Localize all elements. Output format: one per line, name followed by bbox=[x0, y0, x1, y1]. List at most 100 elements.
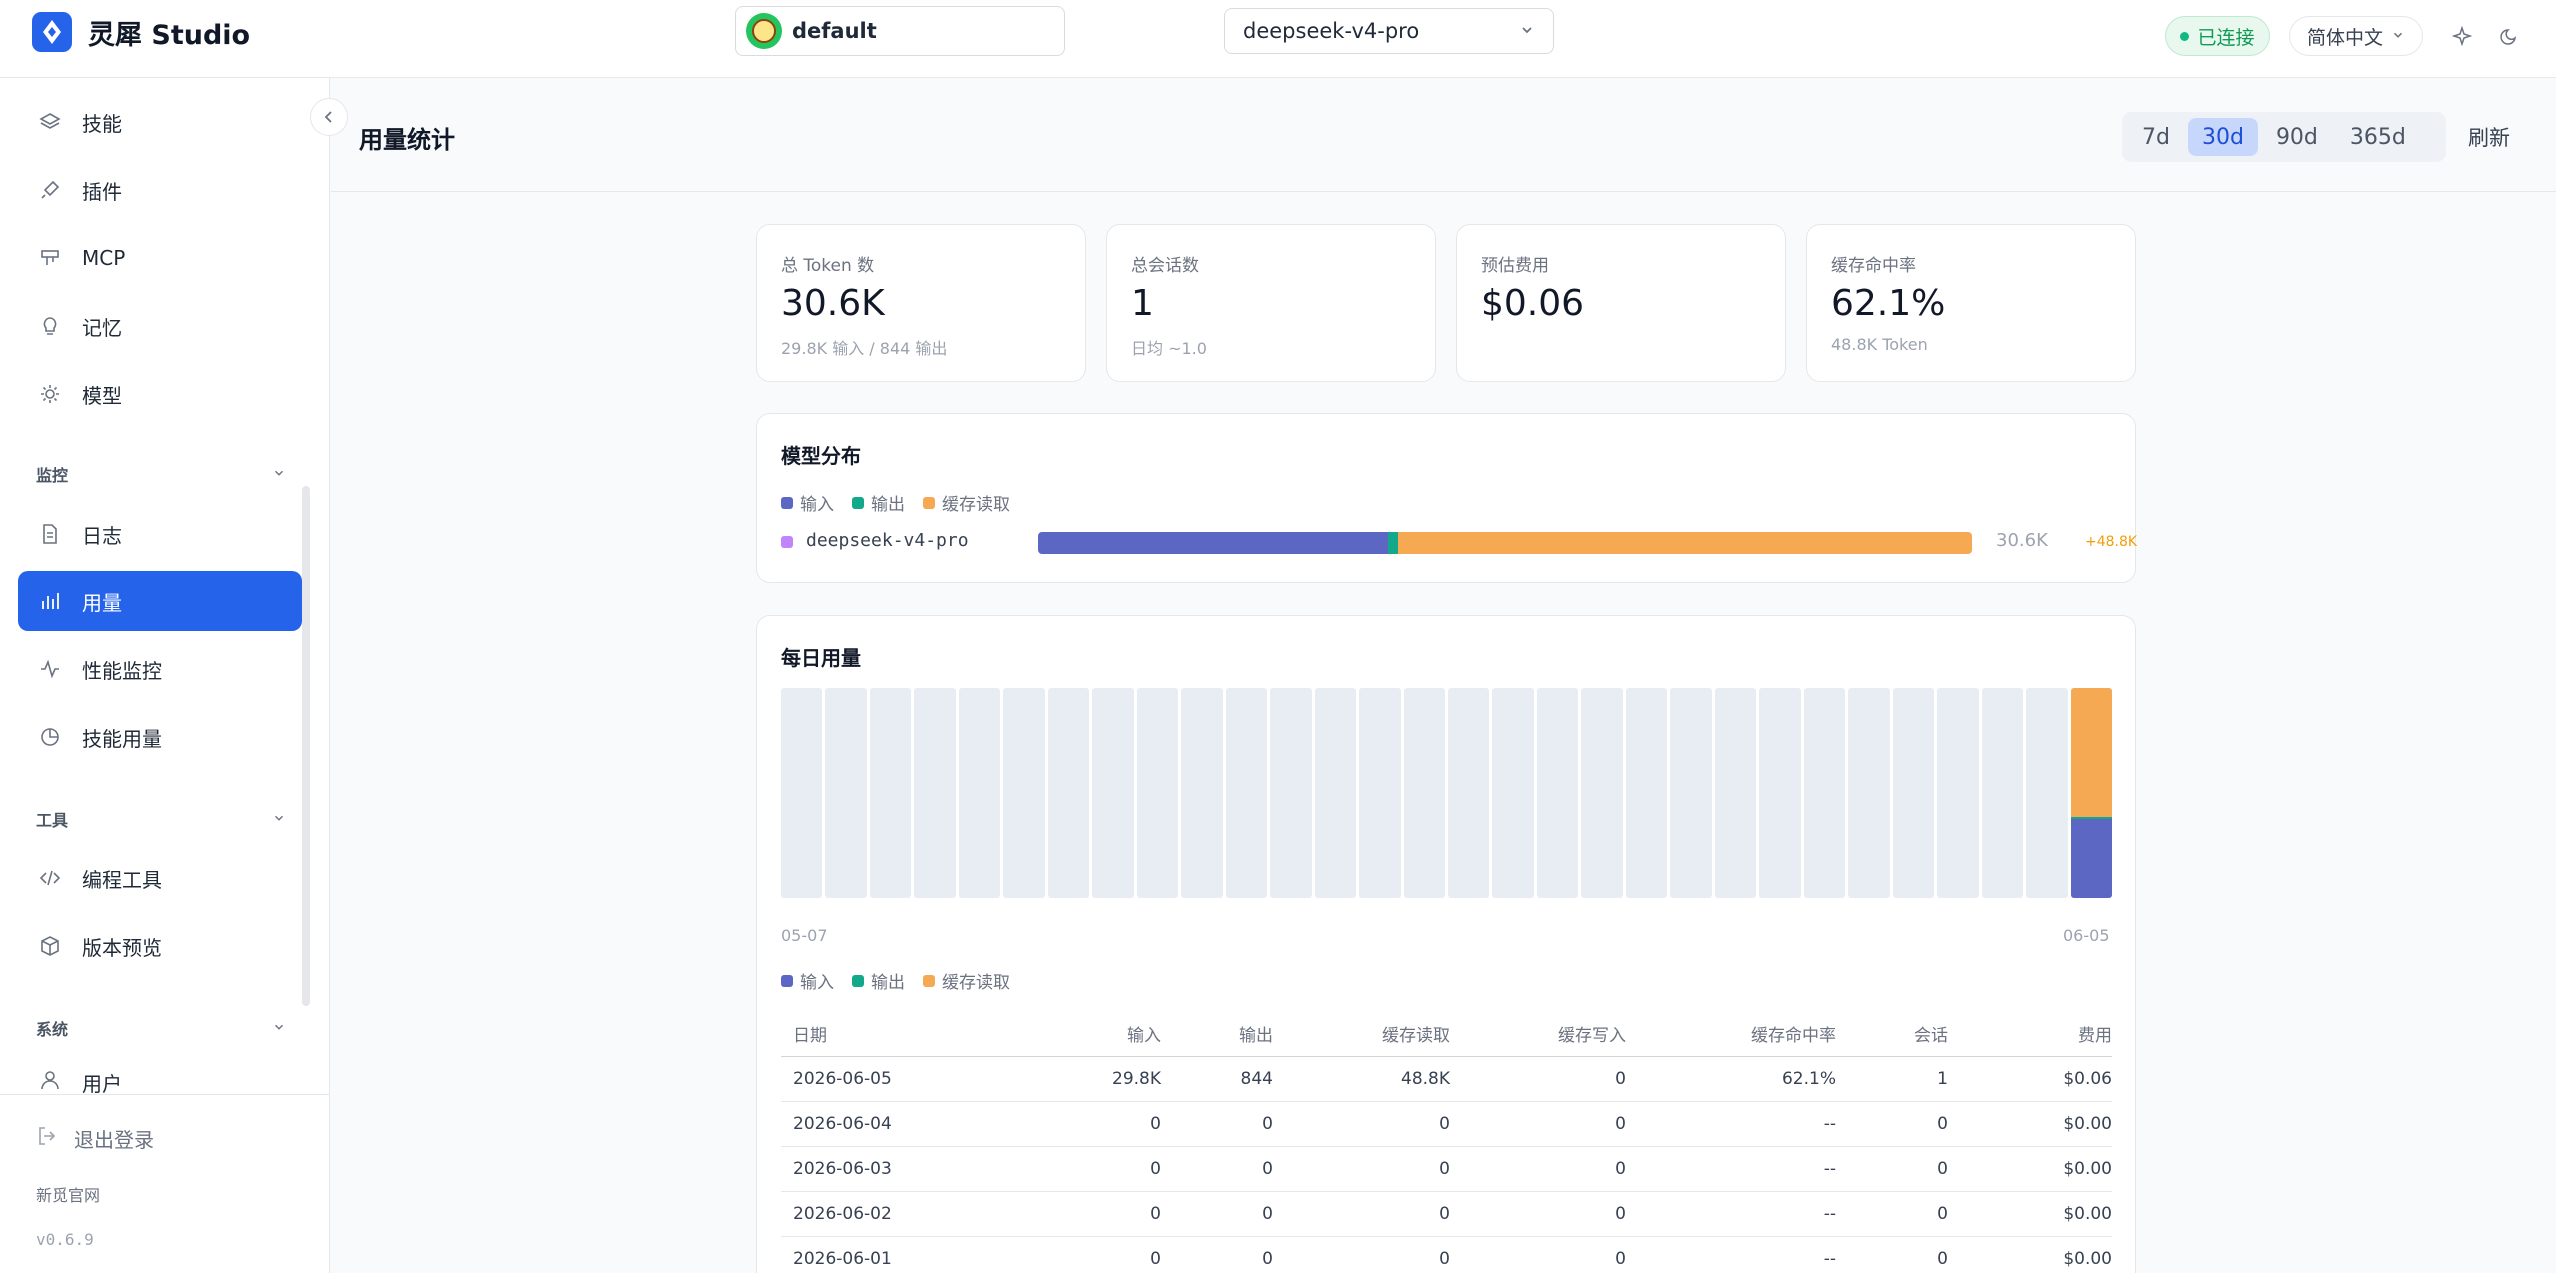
legend-swatch bbox=[781, 974, 793, 987]
table-row: 2026-06-02 0 0 0 0 -- 0 $0.00 bbox=[781, 1191, 2112, 1237]
table-cell: 0 bbox=[1450, 1236, 1626, 1273]
daily-bar-05-17[interactable] bbox=[1225, 688, 1268, 898]
daily-bar-06-04[interactable] bbox=[2026, 688, 2068, 898]
workspace-selector[interactable]: default bbox=[735, 6, 1065, 56]
site-link[interactable]: 新觅官网 bbox=[36, 1186, 101, 1205]
bar-segment-input bbox=[2070, 819, 2112, 898]
daily-bar-05-21[interactable] bbox=[1403, 688, 1445, 898]
bar-chart-icon bbox=[38, 589, 62, 613]
sidebar-item-label: 技能用量 bbox=[82, 726, 162, 751]
section-tools[interactable]: 工具 bbox=[36, 807, 286, 831]
sidebar-item-performance[interactable]: 性能监控 bbox=[18, 639, 302, 699]
sidebar-item-version-preview[interactable]: 版本预览 bbox=[18, 916, 302, 976]
legend-cache-read: 缓存读取 bbox=[923, 490, 1010, 515]
daily-bar-05-12[interactable] bbox=[1003, 688, 1045, 898]
range-90d-button[interactable]: 90d bbox=[2275, 124, 2318, 150]
daily-bar-05-23[interactable] bbox=[1492, 688, 1534, 898]
daily-bar-05-28[interactable] bbox=[1714, 688, 1757, 898]
daily-bar-06-01[interactable] bbox=[1892, 688, 1935, 898]
daily-bar-05-29[interactable] bbox=[1759, 688, 1801, 898]
daily-bar-06-02[interactable] bbox=[1937, 688, 1979, 898]
daily-bar-05-15[interactable] bbox=[1136, 688, 1179, 898]
legend-label: 缓存读取 bbox=[942, 495, 1010, 515]
section-system[interactable]: 系统 bbox=[36, 1016, 286, 1040]
daily-bar-05-09[interactable] bbox=[869, 688, 912, 898]
column-header: 缓存命中率 bbox=[1626, 1012, 1836, 1057]
daily-bar-05-31[interactable] bbox=[1848, 688, 1890, 898]
daily-bar-05-10[interactable] bbox=[914, 688, 956, 898]
section-label: 监控 bbox=[36, 466, 69, 485]
sidebar-item-label: 模型 bbox=[82, 383, 122, 408]
legend-input: 输入 bbox=[781, 968, 834, 993]
daily-bar-05-26[interactable] bbox=[1625, 688, 1668, 898]
sidebar-item-skills[interactable]: 技能 bbox=[18, 92, 302, 152]
table-cell: -- bbox=[1626, 1101, 1836, 1147]
language-selector[interactable]: 简体中文 bbox=[2289, 16, 2423, 56]
refresh-button[interactable]: 刷新 bbox=[2468, 126, 2510, 150]
moon-icon[interactable] bbox=[2492, 18, 2528, 54]
sidebar-item-skill-usage[interactable]: 技能用量 bbox=[18, 707, 302, 767]
daily-bar-05-24[interactable] bbox=[1536, 688, 1579, 898]
brand[interactable]: 灵犀 Studio bbox=[32, 12, 250, 52]
legend-input: 输入 bbox=[781, 490, 834, 515]
table-cell: 0 bbox=[1836, 1236, 1948, 1273]
daily-bar-05-11[interactable] bbox=[958, 688, 1001, 898]
column-header: 会话 bbox=[1836, 1012, 1948, 1057]
model-select[interactable]: deepseek-v4-pro bbox=[1224, 8, 1554, 54]
sidebar-item-users[interactable]: 用户 bbox=[18, 1058, 302, 1098]
daily-bar-05-19[interactable] bbox=[1314, 688, 1357, 898]
daily-bar-05-20[interactable] bbox=[1359, 688, 1401, 898]
sidebar-item-memory[interactable]: 记忆 bbox=[18, 296, 302, 356]
top-bar: 灵犀 Studio default deepseek-v4-pro 已连接 简体… bbox=[0, 0, 2556, 78]
section-monitor[interactable]: 监控 bbox=[36, 462, 286, 486]
daily-bar-06-05[interactable] bbox=[2070, 688, 2112, 898]
sidebar-scrollbar[interactable] bbox=[302, 486, 310, 1006]
sidebar-item-coding-tools[interactable]: 编程工具 bbox=[18, 848, 302, 908]
range-7d-button[interactable]: 7d bbox=[2142, 124, 2170, 150]
avatar bbox=[746, 13, 782, 49]
daily-bar-05-13[interactable] bbox=[1047, 688, 1090, 898]
daily-bar-05-08[interactable] bbox=[825, 688, 867, 898]
model-name: deepseek-v4-pro bbox=[806, 530, 969, 551]
collapse-sidebar-button[interactable] bbox=[310, 98, 348, 136]
range-365d-button[interactable]: 365d bbox=[2349, 124, 2406, 150]
range-30d-button[interactable]: 30d bbox=[2187, 118, 2258, 156]
logout-icon bbox=[36, 1125, 58, 1152]
model-row: deepseek-v4-pro 30.6K +48.8K bbox=[781, 528, 2137, 558]
table-cell: 0 bbox=[1161, 1146, 1273, 1192]
table-row: 2026-06-04 0 0 0 0 -- 0 $0.00 bbox=[781, 1101, 2112, 1147]
sparkle-icon[interactable] bbox=[2444, 18, 2480, 54]
table-header-row: 日期 输入 输出 缓存读取 缓存写入 缓存命中率 会话 费用 bbox=[781, 1012, 2112, 1057]
daily-bar-05-22[interactable] bbox=[1448, 688, 1490, 898]
stat-value: 30.6K bbox=[781, 283, 885, 324]
sidebar-item-usage[interactable]: 用量 bbox=[18, 571, 302, 631]
logout-label: 退出登录 bbox=[74, 1128, 154, 1152]
sidebar-item-label: 插件 bbox=[82, 179, 122, 204]
legend-output: 输出 bbox=[852, 490, 905, 515]
daily-bar-05-14[interactable] bbox=[1092, 688, 1134, 898]
logout-button[interactable]: 退出登录 bbox=[36, 1124, 154, 1153]
daily-usage-chart bbox=[781, 688, 2112, 898]
daily-bar-05-25[interactable] bbox=[1581, 688, 1623, 898]
sidebar-item-models[interactable]: 模型 bbox=[18, 364, 302, 424]
daily-bar-05-27[interactable] bbox=[1670, 688, 1712, 898]
code-icon bbox=[38, 866, 62, 890]
stat-card-cache-hit-rate: 缓存命中率 62.1% 48.8K Token bbox=[1806, 224, 2136, 382]
daily-bar-05-07[interactable] bbox=[781, 688, 823, 898]
version-label: v0.6.9 bbox=[36, 1230, 94, 1249]
daily-bar-06-03[interactable] bbox=[1981, 688, 2024, 898]
page-title: 用量统计 bbox=[359, 126, 455, 154]
daily-bar-05-16[interactable] bbox=[1181, 688, 1223, 898]
sidebar-item-plugins[interactable]: 插件 bbox=[18, 160, 302, 220]
legend-swatch bbox=[852, 496, 864, 509]
status-dot-icon bbox=[2180, 31, 2190, 41]
daily-bar-05-30[interactable] bbox=[1803, 688, 1846, 898]
table-cell: $0.00 bbox=[1948, 1236, 2112, 1273]
table-cell: -- bbox=[1626, 1146, 1836, 1192]
table-cell: 0 bbox=[1450, 1146, 1626, 1192]
column-header: 日期 bbox=[781, 1012, 971, 1057]
daily-bar-05-18[interactable] bbox=[1270, 688, 1312, 898]
sidebar-item-logs[interactable]: 日志 bbox=[18, 504, 302, 564]
sidebar-item-mcp[interactable]: MCP bbox=[18, 228, 302, 288]
range-selector: 7d 30d 90d 365d bbox=[2122, 112, 2446, 162]
